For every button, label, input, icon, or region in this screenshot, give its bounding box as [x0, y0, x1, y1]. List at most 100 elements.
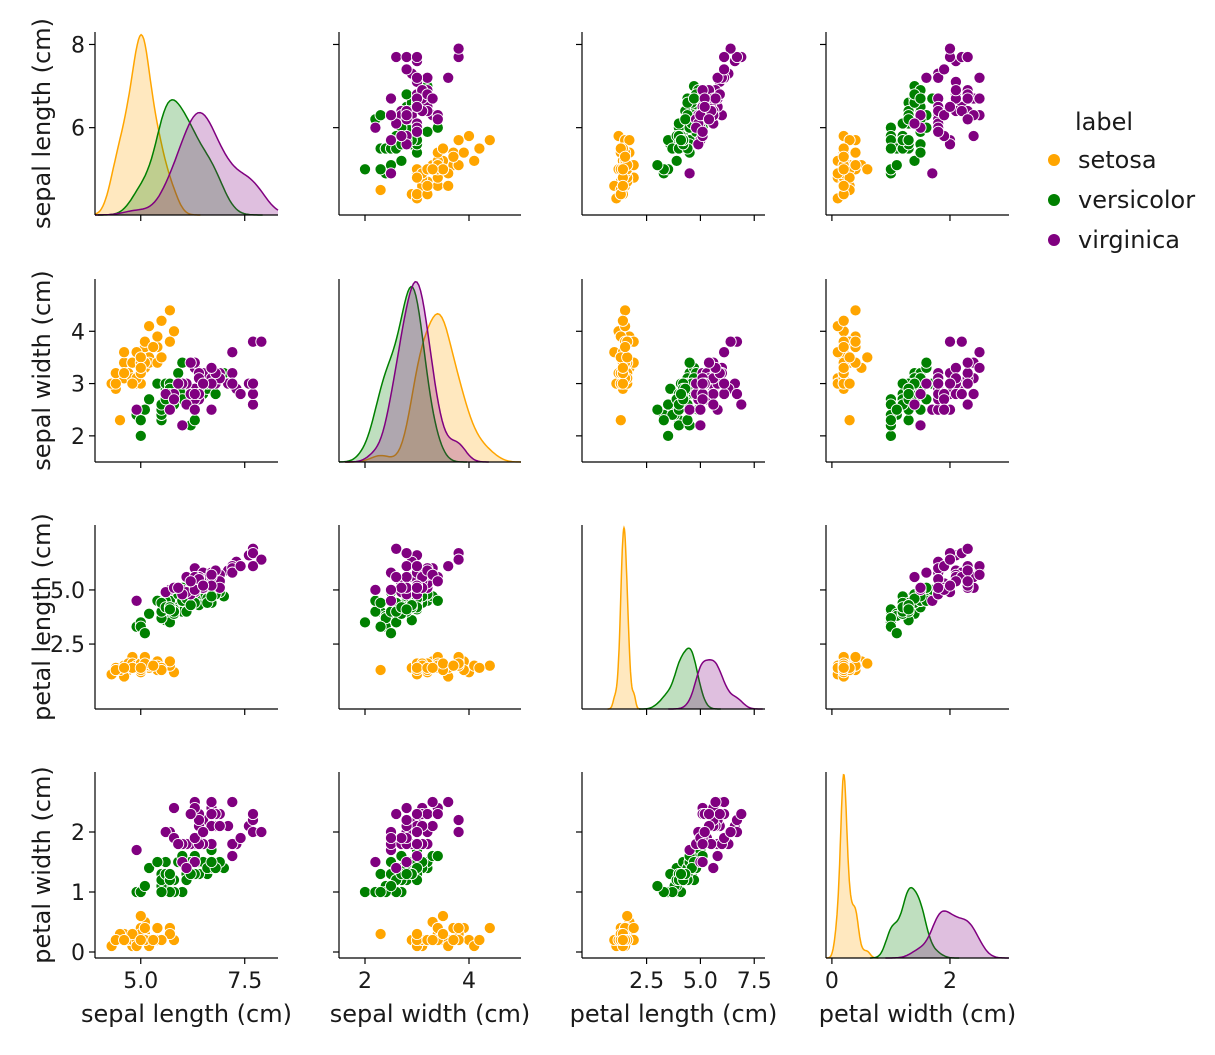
point-virginica — [426, 795, 439, 809]
y-tick-label: 2 — [71, 821, 85, 846]
point-virginica — [961, 356, 974, 369]
point-setosa — [616, 179, 629, 192]
y-tick-label: 2.5 — [50, 633, 85, 658]
point-versicolor — [374, 109, 387, 122]
point-virginica — [400, 547, 413, 560]
point-virginica — [255, 553, 268, 566]
point-versicolor — [358, 163, 372, 176]
point-virginica — [973, 361, 986, 374]
point-versicolor — [138, 627, 151, 640]
point-virginica — [932, 581, 945, 594]
panel-sepal-length-cm-vs-sepal-width-cm — [333, 32, 521, 221]
point-versicolor — [358, 616, 372, 629]
point-virginica — [410, 581, 424, 594]
point-setosa — [843, 134, 856, 147]
x-tick-label: 7.5 — [737, 969, 772, 994]
point-virginica — [949, 361, 962, 374]
point-versicolor — [884, 429, 897, 442]
point-virginica — [683, 167, 696, 180]
point-virginica — [961, 377, 974, 390]
point-setosa — [109, 377, 122, 390]
point-virginica — [698, 825, 711, 839]
kde-fill-virginica — [668, 659, 763, 709]
point-virginica — [724, 825, 737, 839]
point-versicolor — [155, 885, 168, 899]
point-setosa — [147, 340, 160, 354]
point-setosa — [167, 325, 181, 338]
y-tick-label: 1 — [71, 881, 85, 906]
panel-petal-length-cm-vs-sepal-length-cm: 2.5 5.0 — [50, 525, 278, 715]
point-setosa — [621, 351, 634, 364]
point-setosa — [861, 657, 874, 670]
point-versicolor — [374, 163, 387, 176]
panel-petal-width-cm-vs-sepal-length-cm: 5.0 7.5 0 1 2 — [71, 772, 278, 994]
point-setosa — [155, 314, 168, 327]
point-virginica — [384, 831, 398, 845]
y-tick-label: 2 — [71, 425, 85, 450]
point-virginica — [246, 398, 260, 411]
point-virginica — [973, 346, 986, 359]
point-virginica — [205, 361, 218, 374]
point-virginica — [926, 167, 939, 180]
point-virginica — [967, 129, 980, 143]
point-versicolor — [134, 414, 147, 427]
point-virginica — [718, 50, 731, 64]
point-virginica — [390, 542, 403, 555]
point-setosa — [616, 933, 629, 947]
point-virginica — [718, 63, 731, 76]
point-virginica — [696, 837, 709, 851]
y-tick-label: 6 — [71, 117, 85, 142]
panel-sepal-length-cm-vs-petal-length-cm — [576, 32, 765, 221]
kde-line-virginica — [885, 910, 1009, 959]
point-virginica — [410, 125, 424, 138]
point-versicolor — [683, 356, 696, 369]
x-tick-label: 7.5 — [227, 969, 262, 994]
point-virginica — [735, 398, 748, 411]
point-virginica — [390, 807, 403, 821]
point-virginica — [702, 113, 716, 126]
point-virginica — [943, 553, 957, 566]
x-axis-title-petal-length-cm: petal length (cm) — [570, 1000, 778, 1028]
point-virginica — [724, 335, 737, 348]
point-versicolor — [163, 603, 176, 616]
point-virginica — [709, 795, 722, 809]
point-setosa — [118, 367, 131, 380]
point-setosa — [436, 163, 450, 176]
point-virginica — [172, 377, 185, 390]
point-virginica — [159, 825, 172, 839]
point-setosa — [436, 142, 450, 155]
point-virginica — [718, 387, 731, 401]
panel-petal-length-cm-vs-petal-width-cm — [820, 525, 1009, 715]
point-virginica — [683, 403, 696, 416]
point-setosa — [426, 661, 439, 674]
point-versicolor — [188, 414, 201, 427]
panel-petal-width-cm-vs-petal-length-cm: 2.5 5.0 7.5 — [576, 772, 772, 994]
point-versicolor — [914, 92, 927, 105]
point-setosa — [621, 909, 634, 923]
y-tick-label: 0 — [71, 941, 85, 966]
point-virginica — [395, 129, 408, 143]
point-virginica — [955, 387, 968, 401]
point-virginica — [188, 387, 201, 401]
point-virginica — [410, 560, 424, 573]
panel-sepal-length-cm-vs-petal-width-cm — [820, 32, 1009, 221]
point-virginica — [197, 825, 210, 839]
point-virginica — [961, 575, 974, 588]
point-setosa — [619, 150, 632, 163]
point-setosa — [457, 146, 470, 159]
kde-line-setosa — [826, 773, 879, 959]
point-virginica — [400, 50, 413, 64]
point-setosa — [436, 657, 450, 670]
point-virginica — [213, 819, 226, 833]
legend-entry-virginica: virginica — [1048, 226, 1180, 254]
point-virginica — [167, 801, 181, 815]
point-versicolor — [662, 429, 675, 442]
point-versicolor — [687, 92, 701, 105]
point-versicolor — [908, 154, 921, 167]
point-virginica — [955, 104, 968, 118]
point-virginica — [696, 377, 709, 390]
point-versicolor — [651, 159, 664, 172]
point-virginica — [932, 377, 945, 390]
point-virginica — [735, 807, 748, 821]
